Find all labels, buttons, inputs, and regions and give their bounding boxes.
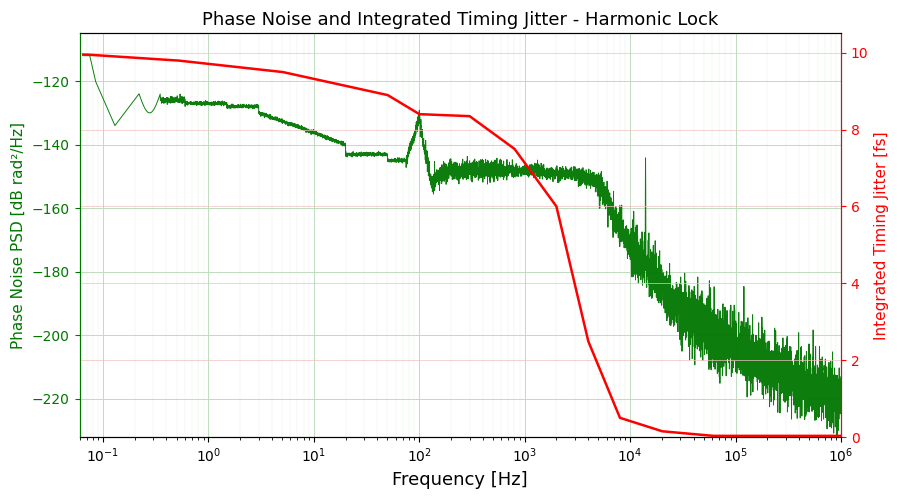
X-axis label: Frequency [Hz]: Frequency [Hz] bbox=[392, 471, 528, 489]
Y-axis label: Integrated Timing Jitter [fs]: Integrated Timing Jitter [fs] bbox=[874, 131, 889, 340]
Y-axis label: Phase Noise PSD [dB rad²/Hz]: Phase Noise PSD [dB rad²/Hz] bbox=[11, 122, 26, 348]
Title: Phase Noise and Integrated Timing Jitter - Harmonic Lock: Phase Noise and Integrated Timing Jitter… bbox=[202, 11, 718, 29]
